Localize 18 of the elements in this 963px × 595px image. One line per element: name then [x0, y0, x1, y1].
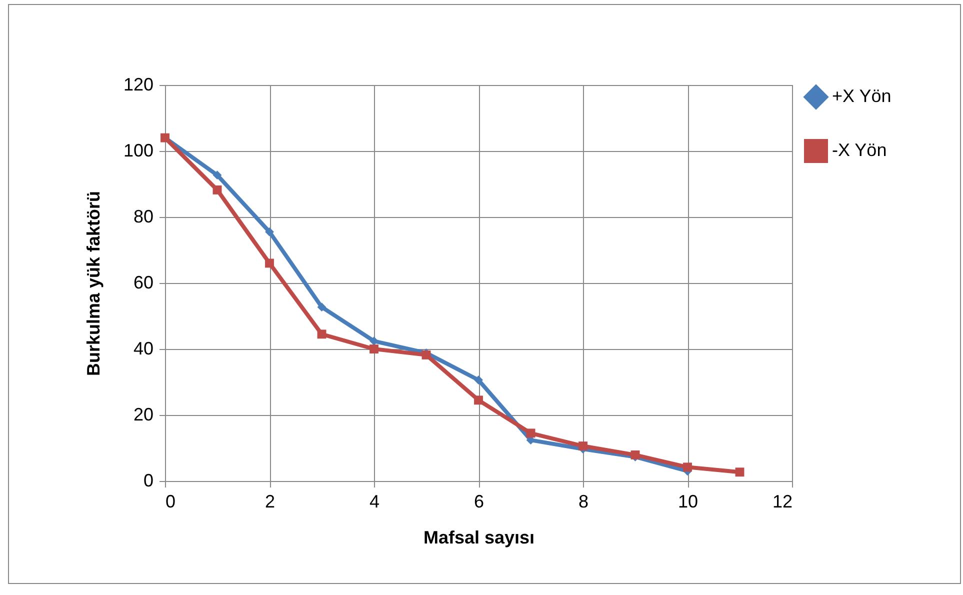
- y-tick-label: 100: [123, 140, 154, 160]
- x-tick-label: 12: [772, 492, 792, 512]
- legend-label: +X Yön: [832, 86, 892, 106]
- y-tick-label: 120: [123, 74, 154, 94]
- x-tick-label: 6: [474, 492, 484, 512]
- x-tick-label: 2: [264, 492, 276, 512]
- x-axis-title: Mafsal sayısı: [423, 528, 535, 548]
- y-tick-label: 0: [143, 470, 154, 490]
- x-tick-label: 4: [369, 492, 380, 512]
- x-tick-label: 0: [166, 492, 176, 512]
- y-tick-label: 80: [133, 206, 154, 226]
- y-tick-label: 40: [133, 338, 154, 358]
- x-tick-label: 8: [578, 492, 589, 512]
- x-tick-label: 10: [678, 492, 698, 512]
- y-tick-label: 20: [133, 404, 154, 424]
- y-axis-title: Burkulma yük faktörü: [83, 190, 104, 376]
- legend-label: -X Yön: [832, 140, 887, 160]
- y-tick-label: 60: [133, 272, 154, 292]
